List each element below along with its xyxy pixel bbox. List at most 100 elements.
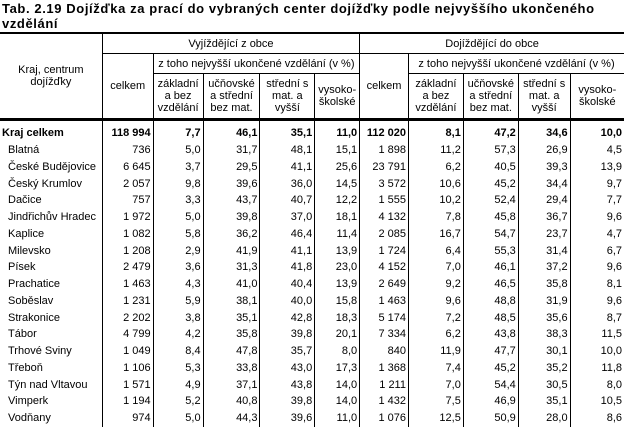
incoming-edu-basic-cell: 7,0: [407, 259, 464, 276]
outgoing-edu-vocational-cell: 39,6: [202, 175, 260, 192]
outgoing-edu-vocational-header: učňovské a střední bez mat.: [202, 73, 260, 121]
incoming-edu-secondary-cell: 31,9: [517, 292, 571, 310]
incoming-edu-university-cell: 7,7: [569, 192, 624, 209]
incoming-total-cell: 1 555: [359, 192, 409, 209]
outgoing-edu-university-cell: 20,1: [314, 326, 360, 343]
incoming-edu-university-cell: 9,7: [569, 175, 624, 192]
outgoing-total-cell: 118 994: [101, 119, 154, 142]
outgoing-edu-basic-cell: 5,3: [152, 359, 204, 377]
outgoing-edu-secondary-cell: 42,8: [259, 309, 315, 326]
outgoing-edu-vocational-cell: 29,5: [202, 158, 260, 176]
outgoing-edu-university-cell: 25,6: [314, 158, 360, 176]
outgoing-total-cell: 2 479: [101, 259, 154, 276]
incoming-total-cell: 7 334: [359, 326, 409, 343]
outgoing-edu-vocational-cell: 38,1: [202, 292, 260, 310]
incoming-edu-vocational-cell: 50,9: [462, 409, 519, 427]
outgoing-edu-university-cell: 23,0: [314, 259, 360, 276]
outgoing-edu-vocational-cell: 35,1: [202, 309, 260, 326]
outgoing-edu-vocational-cell: 43,7: [202, 192, 260, 209]
region-name-cell: Písek: [8, 261, 36, 274]
table-row: Trhové Sviny 1 049 8,4 47,8 35,7 8,0 840 11,9 47…: [0, 342, 624, 360]
incoming-edu-vocational-cell: 48,8: [462, 292, 519, 310]
incoming-edu-vocational-cell: 46,5: [462, 275, 519, 293]
incoming-total-cell: 4 152: [359, 259, 409, 276]
outgoing-total-cell: 1 571: [101, 376, 154, 393]
region-name-cell: Vimperk: [8, 395, 49, 408]
incoming-edu-secondary-cell: 35,2: [517, 359, 571, 377]
outgoing-edu-vocational-cell: 35,8: [202, 326, 260, 343]
incoming-edu-secondary-cell: 30,5: [517, 376, 571, 393]
incoming-edu-basic-cell: 8,1: [407, 119, 464, 142]
incoming-edu-basic-cell: 7,0: [407, 376, 464, 393]
outgoing-edu-vocational-cell: 41,9: [202, 242, 260, 259]
incoming-edu-basic-cell: 7,5: [407, 393, 464, 410]
region-name-cell: Kaplice: [8, 227, 45, 240]
outgoing-edu-vocational-cell: 33,8: [202, 359, 260, 377]
incoming-total-cell: 3 572: [359, 175, 409, 192]
region-name-cell: Dačice: [8, 194, 42, 207]
incoming-edu-secondary-cell: 36,7: [517, 208, 571, 226]
outgoing-edu-basic-cell: 5,8: [152, 225, 204, 243]
incoming-edu-vocational-header: učňovské a střední bez mat.: [462, 73, 519, 121]
incoming-edu-basic-cell: 12,5: [407, 409, 464, 427]
outgoing-edu-basic-cell: 4,2: [152, 326, 204, 343]
outgoing-total-cell: 2 057: [101, 175, 154, 192]
outgoing-edu-vocational-cell: 47,8: [202, 342, 260, 360]
incoming-total-cell: 1 076: [359, 409, 409, 427]
table-body: Kraj celkem 118 994 7,7 46,1 35,1 11,0 112 020…: [0, 119, 624, 427]
incoming-edu-basic-cell: 11,2: [407, 141, 464, 159]
incoming-edu-university-cell: 8,6: [569, 409, 624, 427]
incoming-edu-secondary-cell: 26,9: [517, 141, 571, 159]
outgoing-edu-secondary-cell: 41,8: [259, 259, 315, 276]
table-row: Třeboň 1 106 5,3 33,8 43,0 17,3 1 368 7,4 45,2 35…: [0, 359, 624, 377]
incoming-total-header: celkem: [359, 53, 409, 121]
incoming-edu-vocational-cell: 45,8: [462, 208, 519, 226]
incoming-edu-basic-cell: 11,9: [407, 342, 464, 360]
incoming-edu-vocational-cell: 54,4: [462, 376, 519, 393]
incoming-edu-secondary-header: střední s mat. a vyšší: [517, 73, 571, 121]
incoming-edu-university-cell: 8,7: [569, 309, 624, 326]
incoming-edu-secondary-cell: 23,7: [517, 225, 571, 243]
incoming-edu-university-cell: 4,5: [569, 141, 624, 159]
outgoing-edu-secondary-cell: 35,1: [259, 119, 315, 142]
table-row: Soběslav 1 231 5,9 38,1 40,0 15,8 1 463 9,6 48,8…: [0, 292, 624, 310]
region-name-cell: Tábor: [8, 328, 37, 341]
outgoing-edu-basic-cell: 5,0: [152, 141, 204, 159]
outgoing-total-cell: 736: [101, 141, 154, 159]
outgoing-edu-basic-cell: 3,3: [152, 192, 204, 209]
outgoing-edu-university-cell: 8,0: [314, 342, 360, 360]
incoming-edu-basic-header: základní a bez vzdělání: [407, 73, 464, 121]
outgoing-total-cell: 974: [101, 409, 154, 427]
region-name-cell: Jindřichův Hradec: [8, 211, 97, 224]
outgoing-edu-university-cell: 14,0: [314, 376, 360, 393]
outgoing-edu-university-cell: 14,5: [314, 175, 360, 192]
region-name-cell: Strakonice: [8, 311, 60, 324]
table-row: Blatná 736 5,0 31,7 48,1 15,1 1 898 11,2 57,3 26,…: [0, 141, 624, 159]
incoming-edu-vocational-cell: 46,1: [462, 259, 519, 276]
outgoing-total-cell: 1 106: [101, 359, 154, 377]
table-row: Milevsko 1 208 2,9 41,9 41,1 13,9 1 724 6,4 55,3…: [0, 242, 624, 259]
outgoing-edu-secondary-cell: 43,0: [259, 359, 315, 377]
outgoing-edu-vocational-cell: 41,0: [202, 275, 260, 293]
outgoing-edu-university-cell: 15,8: [314, 292, 360, 310]
incoming-edu-basic-cell: 10,6: [407, 175, 464, 192]
outgoing-total-cell: 1 231: [101, 292, 154, 310]
table-row: Písek 2 479 3,6 31,3 41,8 23,0 4 152 7,0 46,1 37,…: [0, 259, 624, 276]
outgoing-edu-basic-header: základní a bez vzdělání: [152, 73, 204, 121]
incoming-edu-secondary-cell: 35,8: [517, 275, 571, 293]
region-name-cell: Týn nad Vltavou: [8, 378, 88, 391]
outgoing-total-header: celkem: [101, 53, 154, 121]
incoming-total-cell: 1 463: [359, 292, 409, 310]
region-name-cell: Blatná: [8, 144, 40, 157]
incoming-edu-university-cell: 11,5: [569, 326, 624, 343]
outgoing-edu-basic-cell: 3,7: [152, 158, 204, 176]
outgoing-subgroup-header: z toho nejvyšší ukončené vzdělání (v %): [152, 53, 360, 74]
outgoing-total-cell: 1 194: [101, 393, 154, 410]
table-row: Tábor 4 799 4,2 35,8 39,8 20,1 7 334 6,2 43,8 38,…: [0, 326, 624, 343]
incoming-total-cell: 4 132: [359, 208, 409, 226]
incoming-edu-basic-cell: 6,2: [407, 158, 464, 176]
incoming-edu-secondary-cell: 38,3: [517, 326, 571, 343]
outgoing-edu-secondary-cell: 40,7: [259, 192, 315, 209]
incoming-edu-vocational-cell: 40,5: [462, 158, 519, 176]
outgoing-edu-secondary-cell: 41,1: [259, 158, 315, 176]
